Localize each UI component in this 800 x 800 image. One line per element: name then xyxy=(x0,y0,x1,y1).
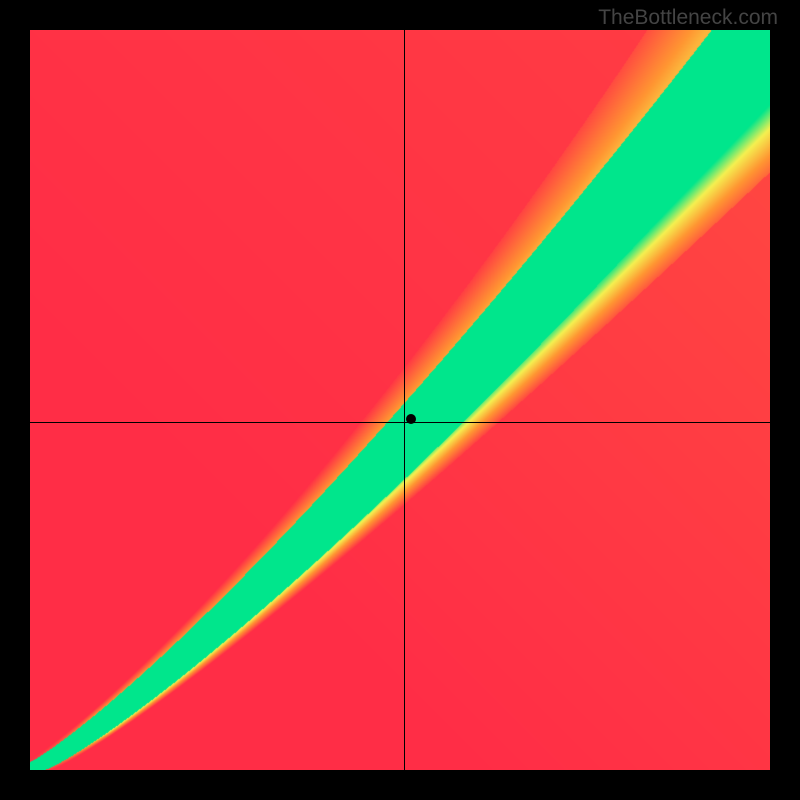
crosshair-vertical xyxy=(404,30,405,770)
plot-area xyxy=(30,30,770,770)
crosshair-horizontal xyxy=(30,422,770,423)
data-point-marker xyxy=(406,414,416,424)
heatmap-canvas xyxy=(30,30,770,770)
watermark-text: TheBottleneck.com xyxy=(598,6,778,30)
